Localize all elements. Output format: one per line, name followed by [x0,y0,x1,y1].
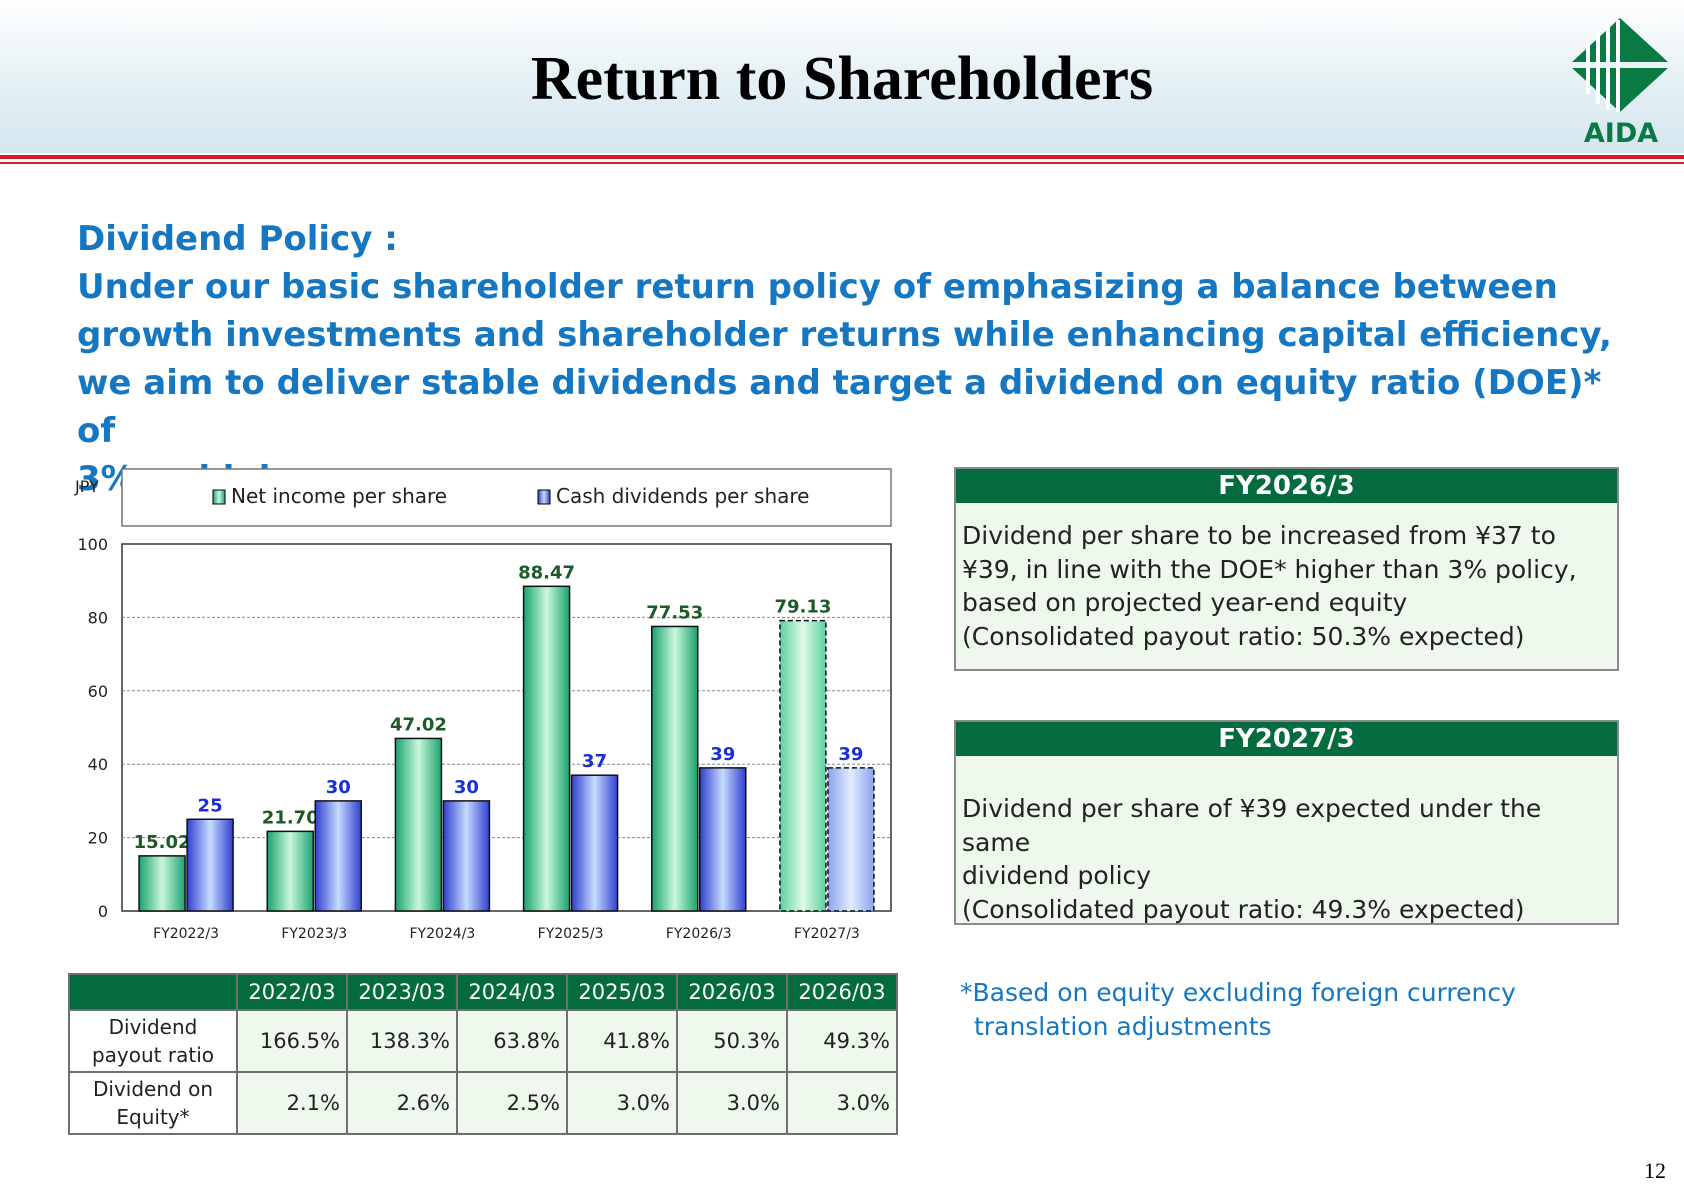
data-label-net-income: 47.02 [390,714,447,735]
row-label-line: payout ratio [91,1043,214,1067]
table-cell: 2.5% [456,1071,568,1135]
box-heading: FY2027/3 [956,722,1617,756]
bar-net-income [138,855,186,912]
table-corner [68,973,238,1011]
table-cell: 3.0% [676,1071,788,1135]
x-tick-label: FY2027/3 [794,926,860,942]
y-tick-label: 0 [98,902,108,921]
x-tick-label: FY2024/3 [409,926,475,942]
box-line: Dividend per share to be increased from … [962,521,1556,550]
footnote: *Based on equity excluding foreign curre… [960,976,1516,1044]
data-label-dividend: 37 [582,751,607,772]
data-label-net-income: 77.53 [646,602,703,623]
data-label-dividend: 39 [838,744,863,765]
data-label-dividend: 25 [198,795,223,816]
x-tick-label: FY2023/3 [281,926,347,942]
table-cell: 50.3% [676,1009,788,1073]
row-label-line: Dividend on [93,1077,213,1101]
header-rule-thin [0,162,1684,164]
y-tick-label: 80 [88,608,108,627]
logo-text: AIDA [1584,118,1658,146]
table-cell: 3.0% [786,1071,898,1135]
y-tick-label: 100 [77,535,108,554]
table-cell: 63.8% [456,1009,568,1073]
legend-box [121,468,892,527]
column-header: 2023/03 [346,973,458,1011]
row-label: Dividend on Equity* [68,1071,238,1135]
policy-title: Dividend Policy : [77,219,398,259]
bar-net-income [651,625,699,912]
bar-net-income [266,830,314,912]
y-tick-label: 40 [88,755,108,774]
bar-dividend [442,800,491,912]
box-line: dividend policy [962,861,1152,890]
row-label-line: Dividend [108,1015,198,1039]
bar-dividend [186,818,234,912]
table-cell: 2.1% [236,1071,348,1135]
fy2026-info-box: FY2026/3 Dividend per share to be increa… [954,467,1619,671]
box-line: ¥39, in line with the DOE* higher than 3… [962,554,1577,584]
bar-dividend [314,800,362,912]
row-label: Dividend payout ratio [68,1009,238,1073]
unit-label: JPY [74,477,99,496]
footnote-line: *Based on equity excluding foreign curre… [960,978,1516,1007]
header-band [0,0,1684,153]
column-header: 2026/03 [676,973,788,1011]
column-header: 2025/03 [566,973,678,1011]
policy-line: we aim to deliver stable dividends and t… [77,363,1602,451]
table-cell: 138.3% [346,1009,458,1073]
table-header-row: 2022/03 2023/03 2024/03 2025/03 2026/03 … [68,973,898,1011]
bar-dividend [570,774,619,912]
x-tick-label: FY2026/3 [666,926,732,942]
bar-net-income [779,619,827,912]
data-label-net-income: 88.47 [518,562,575,583]
policy-line: Under our basic shareholder return polic… [77,267,1558,307]
column-header: 2022/03 [236,973,348,1011]
y-tick-label: 20 [88,829,108,848]
ratio-table: 2022/03 2023/03 2024/03 2025/03 2026/03 … [68,973,898,1135]
bar-net-income [522,585,571,912]
data-label-dividend: 30 [326,777,351,798]
row-label-line: Equity* [116,1105,190,1129]
legend-label-net-income: Net income per share [231,484,447,508]
legend-swatch-net-income [212,489,226,505]
legend-swatch-dividends [537,489,551,505]
data-label-net-income: 15.02 [134,832,191,853]
footnote-line: translation adjustments [974,1012,1272,1041]
data-label-dividend: 39 [710,744,735,765]
table-row: Dividend payout ratio 166.5% 138.3% 63.8… [68,1009,898,1073]
box-line: (Consolidated payout ratio: 50.3% expect… [962,621,1525,651]
bar-net-income [394,737,443,912]
box-line: based on projected year-end equity [962,588,1408,617]
table-cell: 166.5% [236,1009,348,1073]
page-number: 12 [1644,1158,1666,1183]
policy-line: growth investments and shareholder retur… [77,315,1612,355]
table-row: Dividend on Equity* 2.1% 2.6% 2.5% 3.0% … [68,1071,898,1135]
box-heading: FY2026/3 [956,469,1617,503]
y-tick-label: 60 [88,682,108,701]
table-cell: 41.8% [566,1009,678,1073]
box-line: Dividend per share of ¥39 expected under… [962,794,1542,857]
plot-area [121,543,892,912]
dividend-bar-chart: JPY Net income per share Cash dividends … [74,468,892,942]
table-cell: 49.3% [786,1009,898,1073]
data-label-net-income: 79.13 [774,597,831,618]
table-cell: 3.0% [566,1071,678,1135]
aida-logo: AIDA [1572,18,1668,146]
fy2027-info-box: FY2027/3 Dividend per share of ¥39 expec… [954,720,1619,925]
column-header: 2026/03 [786,973,898,1011]
data-label-net-income: 21.70 [262,807,319,828]
x-tick-label: FY2022/3 [153,926,219,942]
bar-dividend [699,767,747,912]
page-title: Return to Shareholders [530,45,1154,113]
box-line: (Consolidated payout ratio: 49.3% expect… [962,894,1525,924]
header-rule [0,155,1684,159]
legend-label-dividends: Cash dividends per share [556,484,810,508]
table-cell: 2.6% [346,1071,458,1135]
column-header: 2024/03 [456,973,568,1011]
bar-dividend [827,767,875,912]
data-label-dividend: 30 [454,777,479,798]
x-tick-label: FY2025/3 [538,926,604,942]
